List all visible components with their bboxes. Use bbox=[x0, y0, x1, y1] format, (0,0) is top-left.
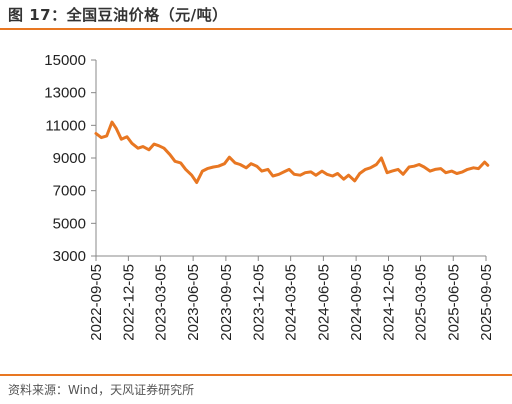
x-tick-label: 2025-06-05 bbox=[445, 264, 462, 341]
y-tick-label: 11000 bbox=[45, 117, 86, 134]
series-line bbox=[94, 120, 490, 184]
y-tick-label: 5000 bbox=[53, 215, 86, 232]
y-tick-label: 7000 bbox=[53, 183, 86, 200]
y-tick-label: 15000 bbox=[44, 52, 86, 69]
footer-divider bbox=[0, 374, 512, 376]
y-tick-label: 13000 bbox=[44, 85, 86, 102]
x-axis: 2022-09-05 2022-12-05 2023-03-05 2023-06-05… bbox=[88, 255, 495, 341]
x-tick-label: 2024-03-05 bbox=[283, 264, 300, 341]
x-tick-label: 2024-09-05 bbox=[348, 264, 365, 341]
x-tick-label: 2022-09-05 bbox=[88, 264, 105, 341]
y-tick-label: 3000 bbox=[53, 248, 86, 265]
x-tick-label: 2025-09-05 bbox=[478, 264, 495, 341]
x-tick-label: 2023-09-05 bbox=[218, 264, 235, 341]
x-tick-label: 2024-06-05 bbox=[315, 264, 332, 341]
x-tick-label: 2023-03-05 bbox=[152, 264, 169, 341]
chart-title: 图 17：全国豆油价格（元/吨） bbox=[8, 6, 228, 24]
x-tick-label: 2025-03-05 bbox=[413, 264, 430, 341]
source-note: 资料来源：Wind，天风证券研究所 bbox=[8, 383, 195, 397]
y-tick-label: 9000 bbox=[53, 150, 86, 167]
x-tick-label: 2022-12-05 bbox=[120, 264, 137, 341]
x-tick-label: 2023-12-05 bbox=[250, 264, 267, 341]
x-tick-label: 2024-12-05 bbox=[381, 264, 398, 341]
price-line-chart: 3000 5000 7000 9000 11000 13000 15000 2022-09-… bbox=[44, 52, 495, 341]
x-tick-label: 2023-06-05 bbox=[185, 264, 202, 341]
title-divider bbox=[0, 28, 512, 30]
y-axis: 3000 5000 7000 9000 11000 13000 15000 bbox=[44, 52, 97, 265]
plot-area bbox=[94, 120, 490, 184]
